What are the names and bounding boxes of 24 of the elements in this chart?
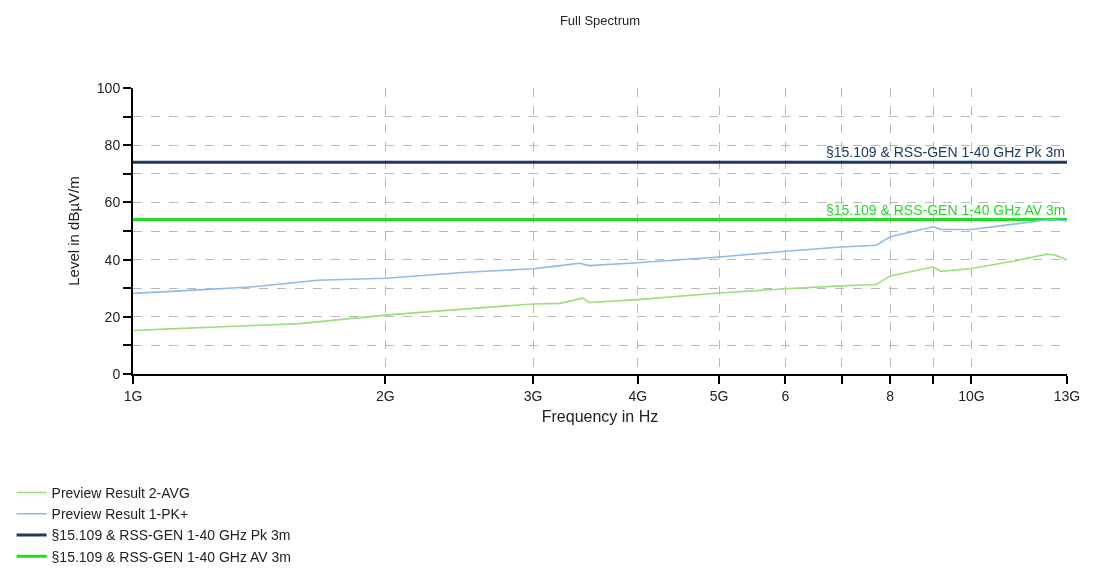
y-tick-label: 60 [104, 194, 121, 211]
text: §15.109 & RSS-GEN 1-40 GHz Pk 3m [51, 527, 291, 544]
y-tick-label: 100 [96, 79, 121, 96]
x-tick-label: 13G [1053, 387, 1081, 404]
ref-line-label: §15.109 & RSS-GEN 1-40 GHz AV 3m [826, 202, 1066, 218]
legend-label: Preview Result 2-AVG [51, 485, 190, 502]
x-tick-label: 4G [628, 387, 648, 404]
ref-line-label: §15.109 & RSS-GEN 1-40 GHz Pk 3m [826, 144, 1065, 160]
x-axis-title: Frequency in Hz [541, 408, 659, 425]
y-tick-label: 80 [104, 137, 121, 154]
x-tick-label: 3G [523, 387, 543, 404]
x-tick-label: 5G [709, 387, 729, 404]
x-tick-label: 2G [376, 387, 395, 404]
y-tick-label: 20 [104, 308, 121, 325]
y-axis-title: Level in dBµV/m [64, 176, 82, 286]
x-tick-label: 1G [123, 387, 143, 404]
y-tick-label: 0 [112, 365, 121, 382]
x-tick-label: 6 [781, 387, 790, 404]
x-tick-label: 10G [958, 387, 985, 404]
text: §15.109 & RSS-GEN 1-40 GHz AV 3m [51, 548, 291, 565]
y-tick-label: 40 [104, 251, 121, 268]
legend-label: Preview Result 1-PK+ [51, 506, 189, 523]
x-tick-label: 8 [886, 387, 895, 404]
chart-title: Full Spectrum [559, 13, 641, 29]
